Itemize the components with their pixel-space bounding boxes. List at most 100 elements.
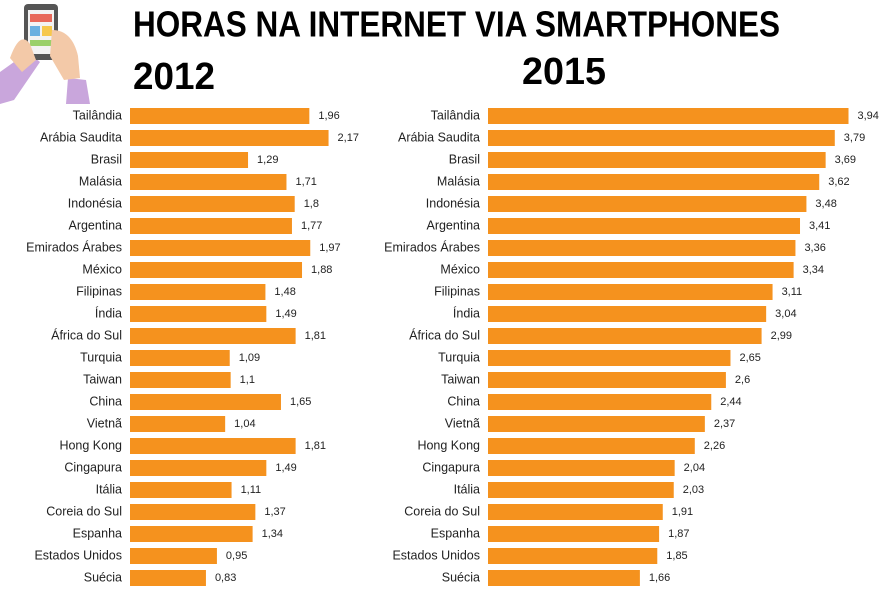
category-label: Cingapura [422, 460, 480, 474]
bar [488, 504, 663, 520]
bar [130, 548, 217, 564]
category-label: Espanha [431, 526, 480, 540]
phone-icon [0, 4, 90, 104]
category-label: Filipinas [76, 284, 122, 298]
category-label: Tailândia [73, 108, 122, 122]
category-label: Espanha [73, 526, 122, 540]
bar [488, 438, 695, 454]
category-label: China [89, 394, 122, 408]
chart-title: HORAS NA INTERNET VIA SMARTPHONES [133, 4, 780, 45]
value-label: 1,29 [257, 154, 278, 166]
category-label: Itália [96, 482, 122, 496]
category-label: Arábia Saudita [40, 130, 122, 144]
bar [488, 372, 726, 388]
bar [130, 438, 296, 454]
bar [488, 262, 794, 278]
value-label: 1,81 [305, 440, 326, 452]
category-label: África do Sul [409, 327, 480, 342]
category-label: Tailândia [431, 108, 480, 122]
value-label: 1,87 [668, 528, 689, 540]
bar [130, 240, 311, 256]
category-label: Coreia do Sul [404, 504, 480, 518]
value-label: 3,69 [835, 154, 856, 166]
category-label: Suécia [442, 570, 480, 584]
value-label: 3,62 [828, 176, 849, 188]
value-label: 2,17 [338, 132, 359, 144]
value-label: 1,1 [240, 374, 255, 386]
bar [488, 482, 674, 498]
category-label: Brasil [91, 152, 122, 166]
bar [130, 306, 267, 322]
value-label: 1,09 [239, 352, 260, 364]
category-label: Turquia [80, 350, 122, 364]
bar [488, 350, 731, 366]
category-label: Estados Unidos [392, 548, 480, 562]
bar [130, 526, 253, 542]
bar [130, 196, 295, 212]
value-label: 3,94 [858, 110, 879, 122]
value-label: 1,8 [304, 198, 319, 210]
bar [488, 240, 796, 256]
bar [130, 482, 232, 498]
value-label: 2,6 [735, 374, 750, 386]
bar [488, 152, 826, 168]
category-label: Itália [454, 482, 480, 496]
category-label: Indonésia [426, 196, 480, 210]
category-label: Índia [453, 305, 480, 320]
bar [130, 262, 303, 278]
value-label: 1,11 [241, 484, 262, 496]
category-label: Estados Unidos [34, 548, 122, 562]
category-label: Emirados Árabes [26, 239, 122, 254]
bar [130, 218, 292, 234]
category-label: Suécia [84, 570, 122, 584]
bar [488, 108, 849, 124]
category-label: Brasil [449, 152, 480, 166]
bar [130, 174, 287, 190]
value-label: 1,96 [318, 110, 339, 122]
value-label: 3,11 [782, 286, 803, 298]
value-label: 3,48 [815, 198, 836, 210]
category-label: Coreia do Sul [46, 504, 122, 518]
category-label: Argentina [68, 218, 122, 232]
category-label: Taiwan [83, 372, 122, 386]
value-label: 1,88 [311, 264, 332, 276]
category-label: África do Sul [51, 327, 122, 342]
value-label: 2,65 [739, 352, 760, 364]
category-label: Argentina [426, 218, 480, 232]
bar [130, 504, 256, 520]
value-label: 1,49 [275, 308, 296, 320]
value-label: 1,66 [649, 572, 670, 584]
bar [130, 350, 230, 366]
bar [130, 416, 226, 432]
category-label: México [440, 262, 480, 276]
value-label: 3,34 [803, 264, 824, 276]
value-label: 1,37 [264, 506, 285, 518]
value-label: 1,81 [305, 330, 326, 342]
value-label: 3,04 [775, 308, 796, 320]
bar [130, 394, 281, 410]
value-label: 1,71 [295, 176, 316, 188]
category-label: Vietnã [445, 416, 480, 430]
bar [130, 130, 329, 146]
bar [488, 130, 835, 146]
category-label: Indonésia [68, 196, 122, 210]
value-label: 1,97 [319, 242, 340, 254]
bar [488, 548, 658, 564]
bar [488, 218, 801, 234]
value-label: 1,77 [301, 220, 322, 232]
bar [130, 570, 206, 586]
category-label: Cingapura [64, 460, 122, 474]
bar [130, 460, 267, 476]
value-label: 2,04 [684, 462, 705, 474]
category-label: Filipinas [434, 284, 480, 298]
category-label: Hong Kong [417, 438, 480, 452]
category-label: Malásia [437, 174, 480, 188]
bar [130, 108, 310, 124]
category-label: Malásia [79, 174, 122, 188]
bar [488, 174, 820, 190]
value-label: 0,83 [215, 572, 236, 584]
value-label: 1,91 [672, 506, 693, 518]
category-label: China [447, 394, 480, 408]
value-label: 3,41 [809, 220, 830, 232]
